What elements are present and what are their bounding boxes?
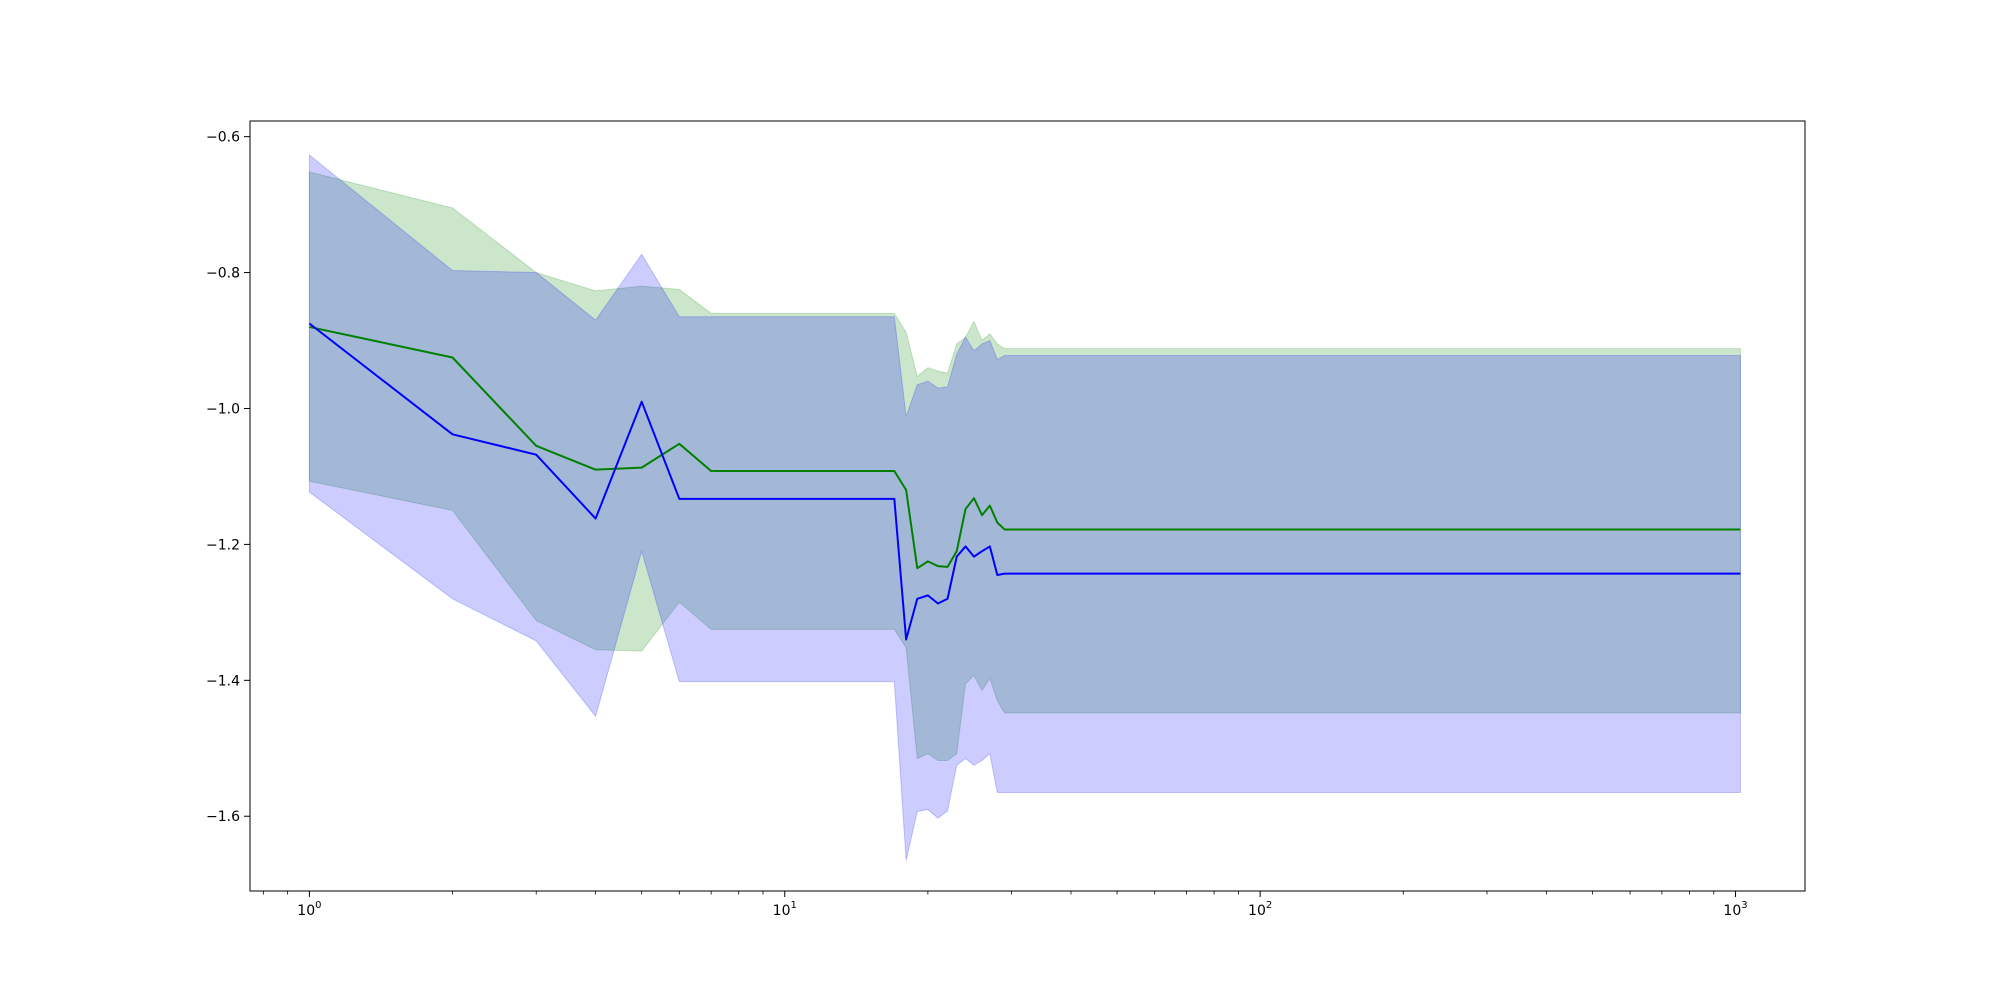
x-tick-label: 100 [297, 900, 321, 919]
x-tick-label: 103 [1723, 900, 1747, 919]
y-tick-label: −1.2 [206, 537, 240, 553]
x-tick-label: 101 [773, 900, 797, 919]
y-tick-label: −0.6 [206, 130, 240, 146]
series-0-band [308, 171, 1741, 762]
y-tick-label: −1.0 [206, 401, 240, 417]
x-axis: 100 101 102 103 [262, 891, 1748, 919]
series-1-band [308, 153, 1741, 861]
confidence-bands [308, 153, 1741, 861]
y-axis: −0.6 −0.8 −1.0 −1.2 −1.4 −1.6 [206, 130, 250, 825]
y-tick-label: −0.8 [206, 266, 240, 282]
x-tick-label: 102 [1248, 900, 1272, 919]
series-1-line [308, 322, 1741, 641]
y-tick-label: −1.4 [206, 673, 240, 689]
series-lines [308, 322, 1741, 641]
y-tick-label: −1.6 [206, 809, 240, 825]
plot-frame [249, 120, 1806, 892]
series-0-line [309, 325, 1741, 570]
